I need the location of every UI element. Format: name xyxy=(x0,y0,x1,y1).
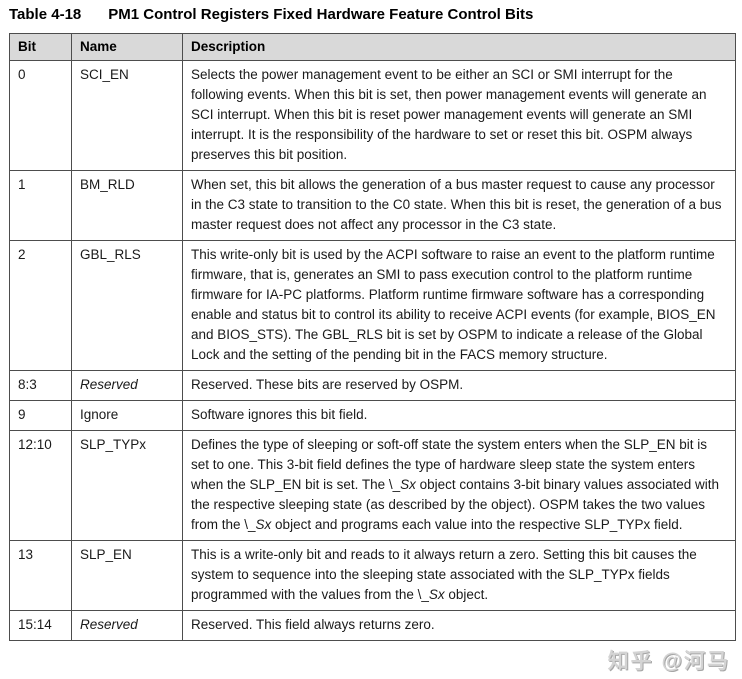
table-row: 9 Ignore Software ignores this bit field… xyxy=(9,400,736,431)
bit-cell: 0 xyxy=(9,60,72,171)
bit-cell: 1 xyxy=(9,170,72,241)
name-cell: GBL_RLS xyxy=(71,240,183,371)
name-cell: Reserved xyxy=(71,610,183,641)
table-title: Table 4-18 PM1 Control Registers Fixed Ha… xyxy=(9,6,742,24)
name-cell: SCI_EN xyxy=(71,60,183,171)
bit-cell: 12:10 xyxy=(9,430,72,541)
table-header: Bit Name Description xyxy=(9,33,736,61)
name-cell: BM_RLD xyxy=(71,170,183,241)
bit-cell: 2 xyxy=(9,240,72,371)
table-caption: PM1 Control Registers Fixed Hardware Fea… xyxy=(108,6,534,23)
table-number: Table 4-18 xyxy=(9,6,82,23)
description-cell: Reserved. These bits are reserved by OSP… xyxy=(182,370,736,401)
description-cell: Software ignores this bit field. xyxy=(182,400,736,431)
table-row: 8:3 Reserved Reserved. These bits are re… xyxy=(9,370,736,401)
table-row: 12:10 SLP_TYPx Defines the type of sleep… xyxy=(9,430,736,541)
table-row: 13 SLP_EN This is a write-only bit and r… xyxy=(9,540,736,611)
watermark-text: 知乎 @河马 xyxy=(607,650,730,673)
bit-cell: 9 xyxy=(9,400,72,431)
description-cell: This is a write-only bit and reads to it… xyxy=(182,540,736,611)
description-cell: This write-only bit is used by the ACPI … xyxy=(182,240,736,371)
name-cell: Reserved xyxy=(71,370,183,401)
name-cell: Ignore xyxy=(71,400,183,431)
description-cell: Selects the power management event to be… xyxy=(182,60,736,171)
name-cell: SLP_TYPx xyxy=(71,430,183,541)
bit-cell: 13 xyxy=(9,540,72,611)
description-cell: Defines the type of sleeping or soft-off… xyxy=(182,430,736,541)
table-row: 1 BM_RLD When set, this bit allows the g… xyxy=(9,170,736,241)
bit-cell: 8:3 xyxy=(9,370,72,401)
table-row: 0 SCI_EN Selects the power management ev… xyxy=(9,60,736,171)
table-row: 15:14 Reserved Reserved. This field alwa… xyxy=(9,610,736,641)
description-cell: When set, this bit allows the generation… xyxy=(182,170,736,241)
name-cell: SLP_EN xyxy=(71,540,183,611)
document-page: Table 4-18 PM1 Control Registers Fixed Ha… xyxy=(0,6,742,679)
column-header-name: Name xyxy=(71,33,183,61)
description-cell: Reserved. This field always returns zero… xyxy=(182,610,736,641)
table-body: 0 SCI_EN Selects the power management ev… xyxy=(9,60,736,641)
column-header-description: Description xyxy=(182,33,736,61)
bit-cell: 15:14 xyxy=(9,610,72,641)
header-row: Bit Name Description xyxy=(9,33,736,61)
table-row: 2 GBL_RLS This write-only bit is used by… xyxy=(9,240,736,371)
column-header-bit: Bit xyxy=(9,33,72,61)
register-bits-table: Bit Name Description 0 SCI_EN Selects th… xyxy=(9,33,736,641)
